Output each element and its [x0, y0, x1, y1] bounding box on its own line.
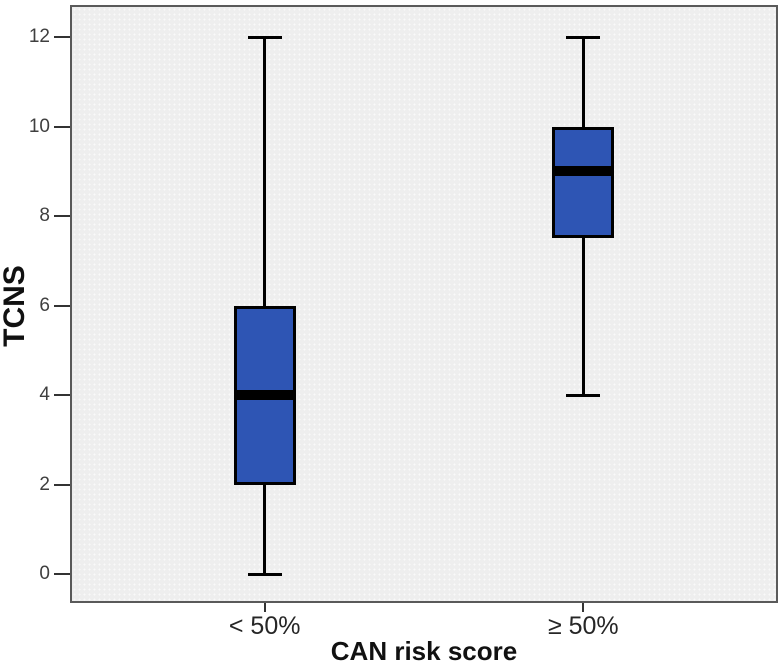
lower-whisker-cap: [566, 393, 601, 397]
y-tick-label: 0: [39, 563, 50, 584]
x-tick-mark: [263, 603, 266, 612]
y-tick-mark: [54, 125, 70, 128]
y-tick-label: 12: [28, 26, 50, 47]
x-tick-label: ≥ 50%: [547, 612, 619, 640]
y-tick-label: 2: [39, 473, 50, 495]
y-tick-mark: [54, 36, 70, 38]
x-tick-label: < 50%: [228, 612, 301, 640]
upper-whisker-cap: [247, 35, 282, 39]
y-tick-mark: [54, 304, 70, 307]
lower-whisker-cap: [247, 572, 282, 576]
upper-whisker-line: [263, 37, 267, 306]
y-tick-label: 6: [39, 294, 50, 316]
median-line: [233, 390, 296, 400]
upper-whisker-cap: [566, 35, 601, 39]
plot-area: [70, 5, 778, 603]
y-tick-mark: [54, 215, 70, 217]
lower-whisker-line: [263, 484, 267, 574]
y-tick-label: 8: [39, 205, 50, 226]
y-tick-label: 4: [39, 384, 50, 405]
box-iqr: [552, 126, 615, 239]
y-tick-mark: [54, 483, 70, 486]
median-line: [552, 166, 615, 177]
x-tick-mark: [582, 603, 585, 612]
x-axis-title: CAN risk score: [330, 636, 518, 666]
lower-whisker-line: [581, 238, 585, 395]
y-tick-label: 10: [28, 115, 50, 137]
y-tick-mark: [54, 394, 70, 396]
y-tick-mark: [54, 573, 70, 575]
upper-whisker-line: [581, 37, 585, 127]
